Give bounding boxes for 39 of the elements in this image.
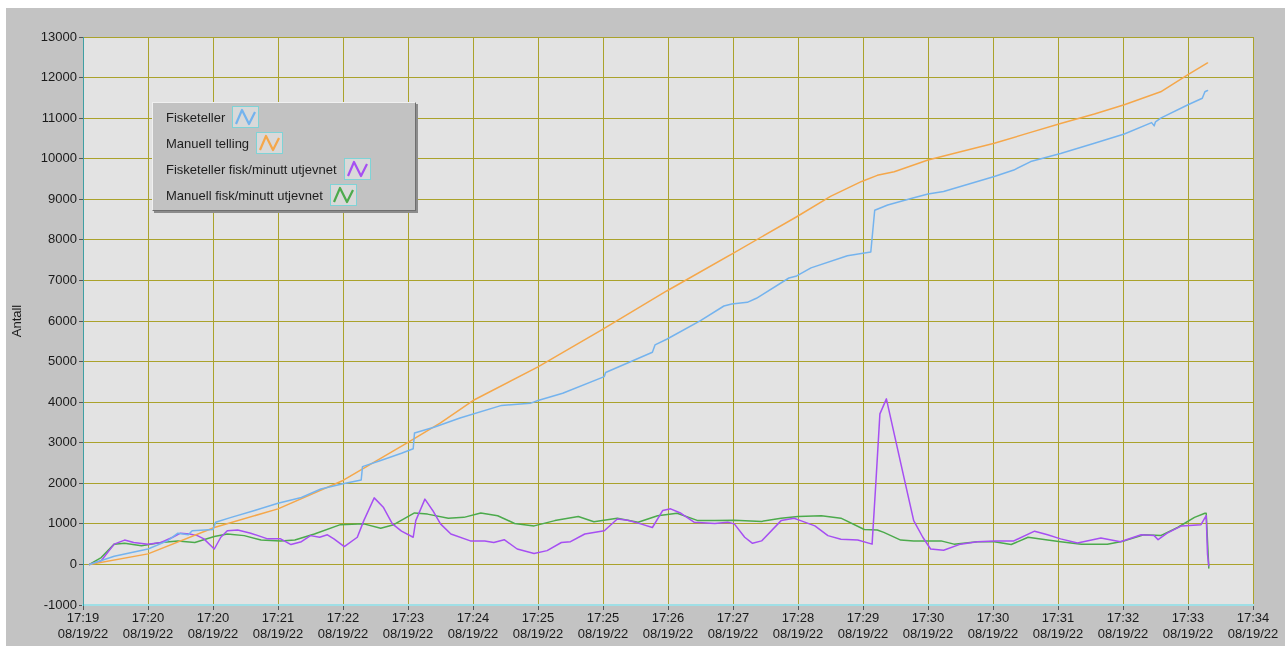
y-tick-label: 7000: [48, 272, 77, 288]
x-tick-label: 17:21 08/19/22: [252, 610, 304, 641]
x-tick-label: 17:25 08/19/22: [577, 610, 629, 641]
y-tick-label: 0: [69, 556, 77, 572]
y-axis-title: Antall: [9, 304, 25, 338]
x-tick-label: 17:32 08/19/22: [1097, 610, 1149, 641]
legend-label: Fisketeller fisk/minutt utjevnet: [166, 161, 337, 177]
x-tick-label: 17:31 08/19/22: [1032, 610, 1084, 641]
x-tick-label: 17:30 08/19/22: [902, 610, 954, 641]
y-tick-label: 6000: [48, 312, 77, 328]
x-tick-label: 17:33 08/19/22: [1162, 610, 1214, 641]
x-tick-label: 17:34 08/19/22: [1227, 610, 1279, 641]
x-tick-label: 17:29 08/19/22: [837, 610, 889, 641]
x-tick-label: 17:20 08/19/22: [122, 610, 174, 641]
x-tick-label: 17:19 08/19/22: [57, 610, 109, 641]
legend-label: Manuell fisk/minutt utjevnet: [166, 187, 323, 203]
y-tick-label: 2000: [48, 474, 77, 490]
y-tick-label: 4000: [48, 393, 77, 409]
y-tick-label: 9000: [48, 190, 77, 206]
y-tick-label: 10000: [40, 150, 77, 166]
x-tick-label: 17:27 08/19/22: [707, 610, 759, 641]
legend-label: Fisketeller: [166, 109, 226, 125]
x-tick-label: 17:26 08/19/22: [642, 610, 694, 641]
x-tick-label: 17:24 08/19/22: [447, 610, 499, 641]
y-tick-label: 12000: [40, 69, 77, 85]
y-tick-label: 8000: [48, 231, 77, 247]
x-tick-label: 17:28 08/19/22: [772, 610, 824, 641]
x-tick-label: 17:30 08/19/22: [967, 610, 1019, 641]
legend-label: Manuell telling: [166, 135, 250, 151]
y-tick-label: 13000: [40, 28, 77, 44]
x-tick-label: 17:22 08/19/22: [317, 610, 369, 641]
x-tick-label: 17:20 08/19/22: [187, 610, 239, 641]
x-tick-label: 17:25 08/19/22: [512, 610, 564, 641]
y-tick-label: -1000: [43, 596, 77, 612]
x-tick-label: 17:23 08/19/22: [382, 610, 434, 641]
y-tick-label: 1000: [48, 515, 77, 531]
y-tick-label: 3000: [48, 434, 77, 450]
y-tick-label: 11000: [41, 109, 77, 125]
y-tick-label: 5000: [48, 353, 77, 369]
